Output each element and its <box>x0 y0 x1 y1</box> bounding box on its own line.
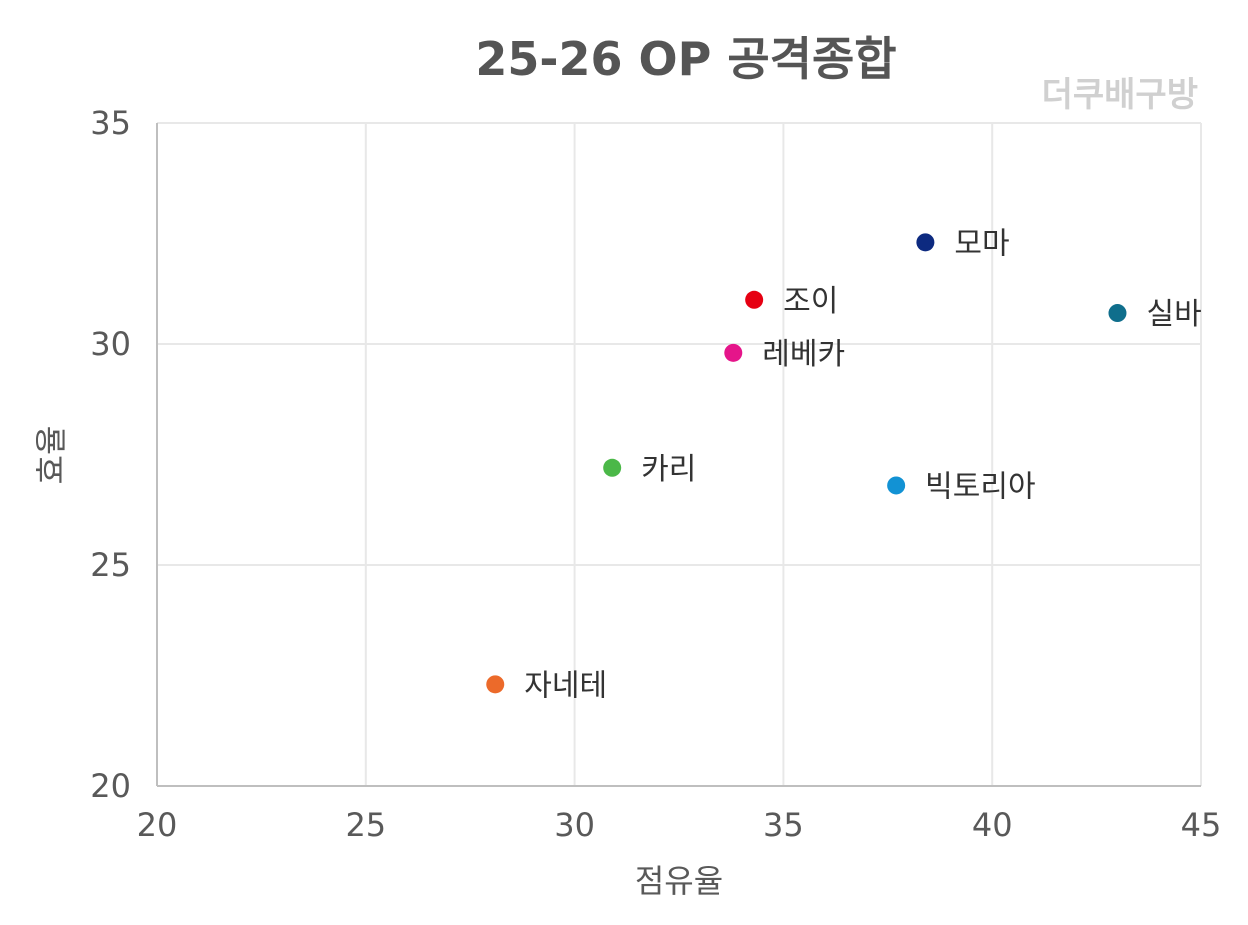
tick-labels: 20 25 30 35 40 45 20 25 30 35 <box>90 104 1221 844</box>
data-label-1: 조이 <box>783 284 838 319</box>
gridlines <box>157 122 1202 786</box>
data-label-2: 실바 <box>1146 297 1201 332</box>
chart-title: 25-26 OP 공격종합 <box>475 32 896 86</box>
data-point-2 <box>1108 304 1127 323</box>
data-label-4: 카리 <box>641 452 696 487</box>
data-point-3 <box>724 343 743 362</box>
y-tick-label-2: 30 <box>90 325 131 363</box>
y-tick-label-3: 35 <box>90 104 131 142</box>
data-point-6 <box>486 675 505 694</box>
data-point-4 <box>603 458 622 477</box>
y-tick-label-1: 25 <box>90 546 131 584</box>
data-label-6: 자네테 <box>524 668 607 703</box>
data-label-3: 레베카 <box>762 337 845 372</box>
x-tick-label-3: 35 <box>763 806 804 844</box>
axes <box>156 123 1201 787</box>
x-tick-label-2: 30 <box>554 806 595 844</box>
y-tick-label-0: 20 <box>90 767 131 805</box>
watermark: 더쿠배구방 <box>1042 75 1198 115</box>
data-label-0: 모마 <box>954 226 1009 261</box>
y-axis-label: 효율 <box>32 426 70 485</box>
x-tick-label-1: 25 <box>345 806 386 844</box>
x-tick-label-4: 40 <box>972 806 1013 844</box>
x-tick-label-0: 20 <box>137 806 178 844</box>
data-label-5: 빅토리아 <box>925 469 1035 504</box>
data-point-0 <box>916 233 935 252</box>
data-point-5 <box>887 476 906 495</box>
data-point-1 <box>745 290 764 309</box>
x-axis-label: 점유율 <box>635 862 723 900</box>
x-tick-label-5: 45 <box>1181 806 1222 844</box>
